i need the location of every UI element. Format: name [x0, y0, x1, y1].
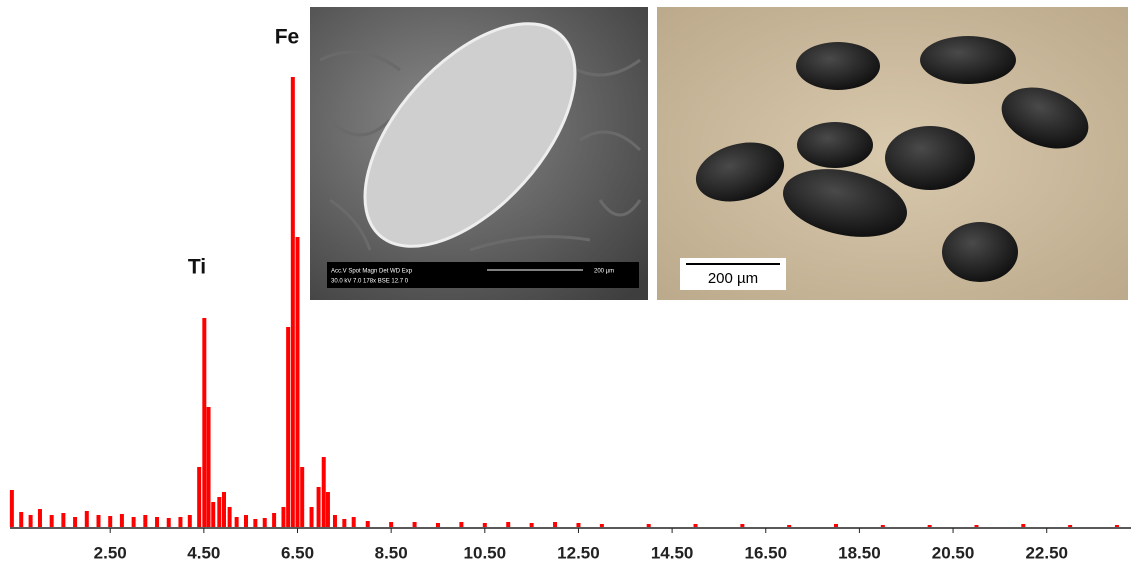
- bar: [1115, 525, 1119, 527]
- bar: [333, 515, 337, 527]
- x-tick-label: 6.50: [281, 543, 314, 562]
- bar: [322, 457, 326, 527]
- bar: [207, 407, 211, 527]
- bar: [553, 522, 557, 527]
- bar: [281, 507, 285, 527]
- bar: [108, 516, 112, 527]
- bar: [97, 515, 101, 527]
- x-tick-label: 14.50: [651, 543, 694, 562]
- x-tick-label: 12.50: [557, 543, 600, 562]
- optical-scale: 200 µm: [708, 270, 758, 287]
- bar: [974, 525, 978, 527]
- sem-scale: 200 µm: [594, 269, 614, 275]
- sem-image: Acc.V Spot Magn Det WD Exp 30.0 kV 7.0 1…: [310, 0, 648, 300]
- x-tick-label: 10.50: [464, 543, 507, 562]
- bar: [483, 523, 487, 527]
- x-tick-label: 20.50: [932, 543, 975, 562]
- bar: [253, 519, 257, 527]
- bar: [228, 507, 232, 527]
- bar: [244, 515, 248, 527]
- bar: [787, 525, 791, 527]
- bar: [50, 515, 54, 527]
- bar: [10, 490, 14, 527]
- bar: [300, 467, 304, 527]
- bar: [296, 237, 300, 527]
- bar: [291, 77, 295, 527]
- bar: [834, 524, 838, 527]
- sem-info: 30.0 kV 7.0 178x BSE 12.7 0: [331, 279, 409, 285]
- bar: [310, 507, 314, 527]
- x-tick-label: 2.50: [94, 543, 127, 562]
- bar: [178, 517, 182, 527]
- sem-info: Acc.V Spot Magn Det WD Exp: [331, 269, 413, 275]
- bar: [217, 497, 221, 527]
- page: 2.50 4.50 6.50 8.50 10.50 12.50 14.50 16.50 18.5…: [0, 0, 1131, 571]
- bar: [436, 523, 440, 527]
- bar: [317, 487, 321, 527]
- x-tick-label: 18.50: [838, 543, 881, 562]
- bar: [263, 518, 267, 527]
- bar: [413, 522, 417, 527]
- bar: [647, 524, 651, 527]
- chart: 2.50 4.50 6.50 8.50 10.50 12.50 14.50 16.50 18.5…: [0, 0, 1131, 566]
- bar: [342, 519, 346, 527]
- bar: [272, 513, 276, 527]
- peak-label: Fe: [275, 26, 300, 49]
- bar: [459, 522, 463, 527]
- bar: [881, 525, 885, 527]
- bar: [600, 524, 604, 527]
- bar: [235, 517, 239, 527]
- bar: [85, 511, 89, 527]
- bar: [132, 517, 136, 527]
- bar: [211, 502, 215, 527]
- bar: [576, 523, 580, 527]
- x-tick-label: 16.50: [744, 543, 787, 562]
- bar: [73, 517, 77, 527]
- bar: [61, 513, 65, 527]
- bar: [155, 517, 159, 527]
- bar: [928, 525, 932, 527]
- x-tick-label: 4.50: [187, 543, 220, 562]
- bar: [29, 515, 33, 527]
- bar: [389, 522, 393, 527]
- bar: [352, 517, 356, 527]
- bar: [286, 327, 290, 527]
- bar: [120, 514, 124, 527]
- bar: [197, 467, 201, 527]
- peak-label: Ti: [188, 256, 206, 279]
- bar: [38, 509, 42, 527]
- bar: [19, 512, 23, 527]
- bar: [326, 492, 330, 527]
- bar: [506, 522, 510, 527]
- bar: [167, 518, 171, 527]
- bar: [143, 515, 147, 527]
- bar: [1068, 525, 1072, 527]
- x-tick-label: 8.50: [375, 543, 408, 562]
- bar: [366, 521, 370, 527]
- x-tick-label: 22.50: [1025, 543, 1068, 562]
- bar: [740, 524, 744, 527]
- bar: [202, 318, 206, 527]
- bar: [188, 515, 192, 527]
- bar: [222, 492, 226, 527]
- bar: [694, 524, 698, 527]
- optical-image: 200 µm: [657, 7, 1128, 300]
- bar: [1021, 524, 1025, 527]
- bar: [530, 523, 534, 527]
